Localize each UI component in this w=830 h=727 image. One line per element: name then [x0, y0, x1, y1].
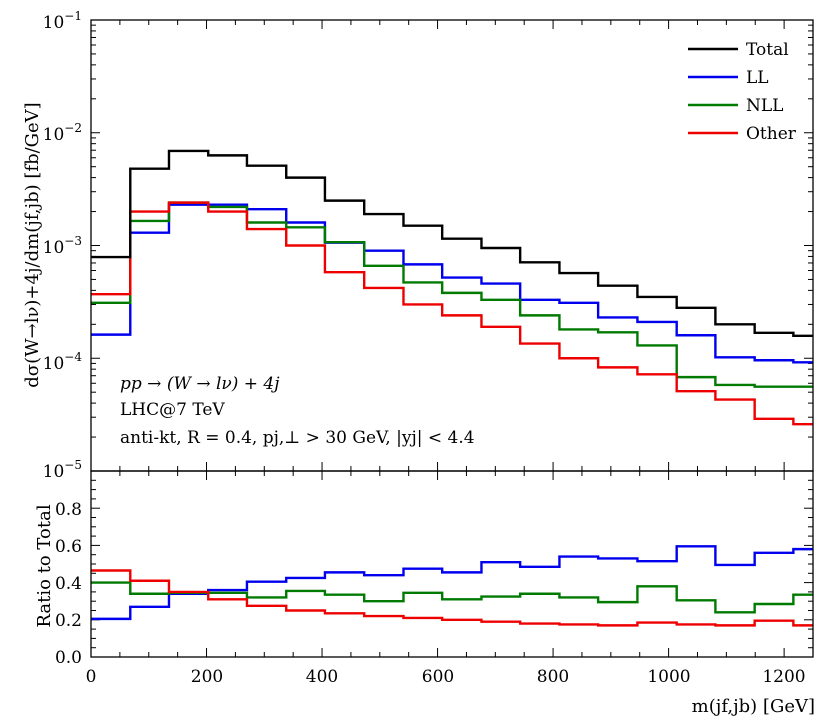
- xtick-label: 800: [537, 667, 569, 687]
- series-line-ll: [91, 203, 813, 364]
- series-line-other: [91, 201, 813, 426]
- series-line-nll: [91, 201, 813, 388]
- xtick-label: 1000: [647, 667, 690, 687]
- legend-label-ll: LL: [746, 68, 769, 88]
- bottom-ytick-label: 0.0: [55, 648, 82, 668]
- ratio-line-nll: [91, 581, 813, 614]
- top-ytick-label: 10−5: [43, 458, 82, 482]
- top-ytick-label: 10−2: [43, 121, 82, 145]
- bottom-ytick-label: 0.2: [55, 611, 82, 631]
- legend-label-total: Total: [746, 40, 789, 60]
- xlabel: m(jf,jb) [GeV]: [692, 696, 815, 717]
- bottom-panel: 0.0 0.2 0.4 0.6 0.8 Ratio to Total 0 200…: [34, 470, 815, 717]
- top-ytick-label: 10−4: [43, 350, 83, 374]
- ratio-line-ll: [91, 545, 813, 621]
- bottom-series: [91, 545, 813, 627]
- xtick-label: 0: [86, 667, 97, 687]
- top-panel: 10−5 10−4 10−3 10−2 10−1 dσ(W→lν)+4j/dm(…: [22, 9, 814, 482]
- annotation-collider: LHC@7 TeV: [120, 400, 225, 420]
- legend-label-other: Other: [746, 124, 797, 144]
- xtick-label: 1200: [762, 667, 805, 687]
- legend: Total LL NLL Other: [688, 40, 797, 144]
- bottom-ticks: [90, 470, 814, 658]
- top-ylabel: dσ(W→lν)+4j/dm(jf,jb) [fb/GeV]: [22, 102, 43, 387]
- annotation-process: pp → (W → lν) + 4j: [120, 374, 280, 394]
- bottom-ytick-label: 0.6: [55, 537, 82, 557]
- bottom-plot-frame: [90, 470, 814, 658]
- top-ticks: [90, 19, 814, 472]
- annotation-cuts: anti-kt, R = 0.4, pj,⊥ > 30 GeV, |yj| < …: [120, 428, 475, 448]
- legend-label-nll: NLL: [746, 96, 783, 116]
- top-ytick-label: 10−1: [43, 9, 82, 33]
- bottom-ytick-label: 0.4: [55, 574, 82, 594]
- bottom-ytick-label: 0.8: [55, 500, 82, 520]
- xtick-label: 200: [191, 667, 223, 687]
- xtick-label: 400: [306, 667, 338, 687]
- bottom-ylabel: Ratio to Total: [34, 504, 55, 627]
- ratio-line-other: [91, 569, 813, 627]
- xtick-label: 600: [422, 667, 454, 687]
- top-series: [91, 149, 813, 426]
- top-ytick-label: 10−3: [43, 234, 82, 258]
- series-line-total: [91, 149, 813, 338]
